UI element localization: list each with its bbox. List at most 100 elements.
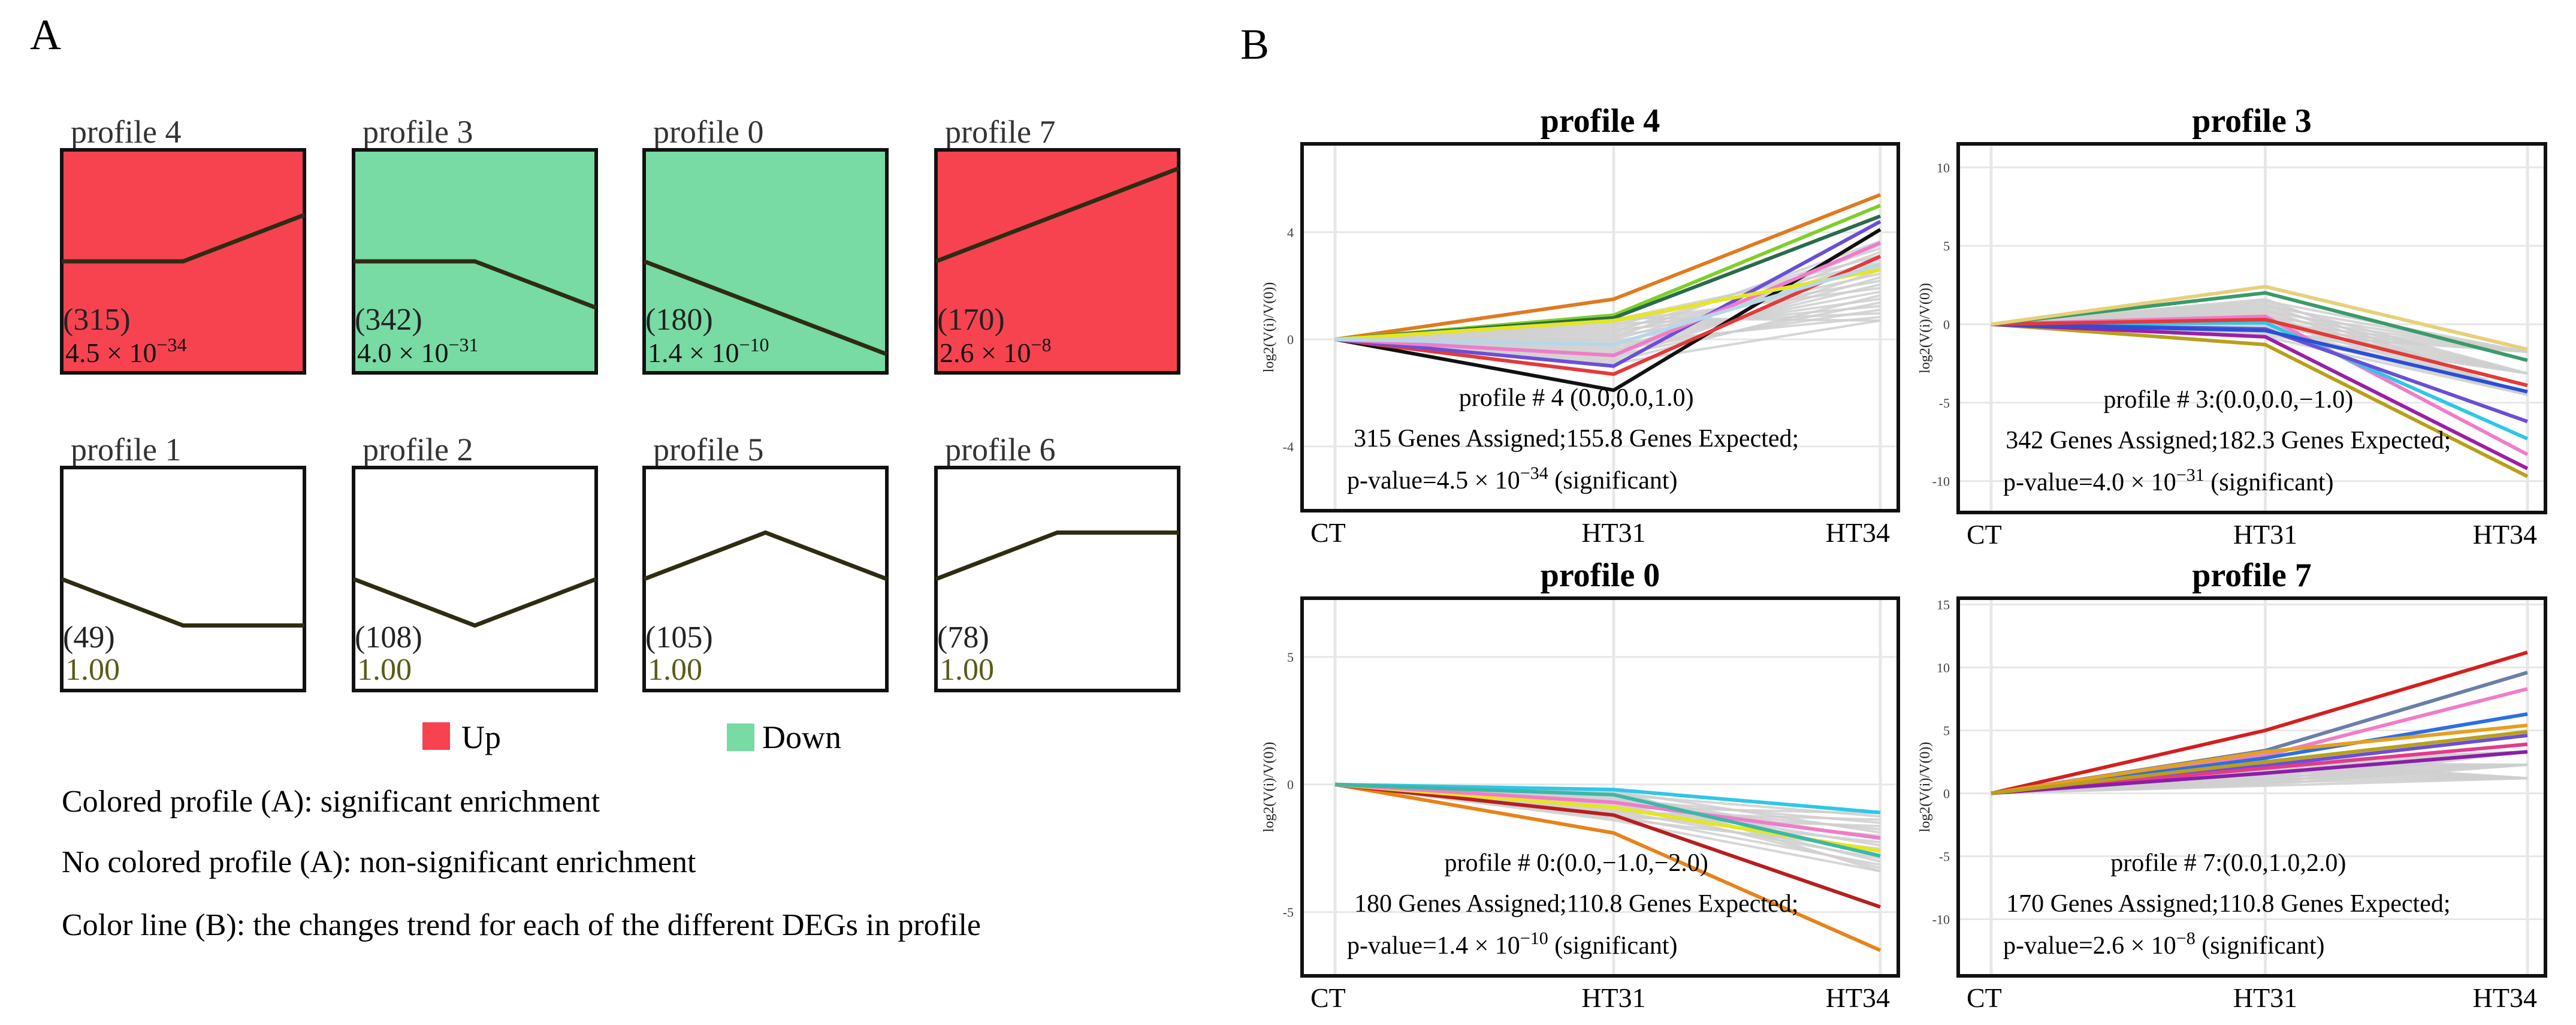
gene-trend-line — [1334, 782, 1881, 858]
profile-count: (78) — [937, 620, 989, 655]
profile-line — [935, 166, 1180, 264]
y-tick-label: -4 — [1283, 439, 1294, 454]
profile-count: (105) — [645, 620, 713, 655]
gene-trend-line — [1334, 263, 1881, 347]
y-tick-label: 4 — [1287, 225, 1294, 240]
gene-trend-line — [1334, 193, 1882, 342]
gene-trend-line — [1334, 782, 1881, 840]
chart-title: profile 7 — [2192, 557, 2312, 594]
x-tick-label: HT34 — [1826, 982, 1890, 1013]
profile-count: (49) — [63, 620, 115, 655]
profile-frame — [352, 466, 598, 692]
profile-pvalue: 1.00 — [357, 653, 412, 687]
notes: Colored profile (A): significant enrichm… — [62, 785, 981, 942]
annotation-pvalue: p-value=2.6 × 10−8 (significant) — [2003, 928, 2325, 960]
panel-b-charts: profile 4 -4 0 4 log2(V(i)/V(0)) CT HT31 HT34 pr… — [1261, 103, 2547, 1013]
profile-line — [352, 577, 597, 628]
annotation-profile: profile # 0:(0.0,−1.0,−2.0) — [1444, 849, 1708, 877]
annotation-profile: profile # 3:(0.0,0.0,−1.0) — [2103, 386, 2353, 414]
annotation-pvalue-exponent: −31 — [2176, 465, 2204, 485]
profile-pvalue: 1.00 — [648, 653, 702, 687]
annotation-pvalue-exponent: −34 — [1520, 463, 1548, 483]
profile-frame — [60, 466, 306, 692]
y-tick-label: 0 — [1287, 777, 1294, 792]
profile-title: profile 7 — [945, 114, 1055, 150]
gene-trend-line — [1991, 750, 2528, 795]
legend-up-label: Up — [461, 719, 501, 755]
profile-count: (108) — [355, 620, 422, 655]
profile-pvalue-exponent: −8 — [1031, 334, 1051, 355]
y-tick-label: 5 — [1943, 239, 1950, 254]
annotation-profile: profile # 4 (0.0,0.0,1.0) — [1459, 384, 1694, 412]
note-non-significant: No colored profile (A): non-significant … — [62, 845, 696, 879]
profile-frame — [934, 466, 1180, 692]
gene-trend-line — [1334, 782, 1881, 909]
y-tick-label: -5 — [1939, 849, 1950, 864]
panel-a-profiles: profile 4 (315)4.5 × 10−34 profile 3 (342) 4… — [60, 114, 1180, 692]
gene-trend-line — [1991, 322, 2529, 478]
gene-trend-line — [1991, 650, 2528, 795]
y-tick-label: 5 — [1287, 650, 1294, 665]
gene-trend-line — [1991, 322, 2528, 394]
profile-box: profile 1 (49)1.00 — [60, 432, 306, 692]
y-tick-label: -5 — [1283, 905, 1294, 920]
y-tick-label: 0 — [1943, 786, 1950, 801]
gene-trend-line — [1991, 291, 2528, 363]
gene-trend-line — [1991, 322, 2529, 471]
y-tick-label: -5 — [1939, 396, 1950, 411]
annotation-genes: 170 Genes Assigned;110.8 Genes Expected; — [2006, 890, 2450, 918]
profile-title: profile 3 — [363, 114, 473, 150]
annotation-genes: 180 Genes Assigned;110.8 Genes Expected; — [1354, 890, 1798, 918]
y-tick-label: 10 — [1937, 661, 1950, 676]
chart-title: profile 3 — [2192, 103, 2312, 140]
profile-line — [354, 259, 597, 310]
x-tick-label: CT — [1967, 519, 2002, 550]
y-tick-label: 0 — [1943, 317, 1950, 332]
x-tick-label: HT31 — [2233, 982, 2297, 1013]
x-tick-label: CT — [1967, 982, 2002, 1013]
x-tick-label: HT31 — [1581, 982, 1645, 1013]
annotation-significance: (significant) — [2196, 932, 2325, 960]
profile-box: profile 3(342)4.0 × 10−31 — [352, 114, 598, 375]
profile-frame — [934, 148, 1180, 375]
note-significant: Colored profile (A): significant enrichm… — [62, 785, 600, 819]
legend: Up Down — [422, 719, 841, 755]
profile-title: profile 0 — [653, 114, 763, 150]
annotation-pvalue: p-value=4.5 × 10−34 (significant) — [1347, 463, 1678, 495]
profile-pvalue-exponent: −34 — [156, 334, 186, 355]
annotation-genes: 315 Genes Assigned;155.8 Genes Expected; — [1354, 425, 1799, 453]
chart-title: profile 4 — [1541, 103, 1660, 140]
x-tick-label: HT31 — [1581, 517, 1645, 548]
annotation-significance: (significant) — [1548, 932, 1678, 960]
annotation-genes: 342 Genes Assigned;182.3 Genes Expected; — [2006, 427, 2451, 454]
profile-pvalue-exponent: −31 — [448, 334, 478, 355]
y-tick-label: 10 — [1937, 160, 1950, 175]
profile-title: profile 4 — [71, 114, 181, 150]
profile-line — [643, 530, 888, 581]
annotation-significance: (significant) — [1548, 467, 1678, 495]
profile-line — [643, 259, 888, 357]
profile-box: profile 0(180)1.4 × 10−10 — [642, 114, 889, 375]
y-axis-label: log2(V(i)/V(0)) — [1261, 282, 1277, 373]
y-axis-label: log2(V(i)/V(0)) — [1261, 742, 1277, 833]
gene-trend-line — [1991, 285, 2528, 351]
profile-pvalue: 1.00 — [940, 653, 994, 687]
annotation-profile: profile # 7:(0.0,1.0,2.0) — [2110, 849, 2346, 877]
chart-frame — [1956, 142, 2547, 514]
profile-box: profile 7(170)2.6 × 10−8 — [934, 114, 1180, 375]
profile-pvalue-exponent: −10 — [739, 334, 769, 355]
legend-up-swatch — [422, 722, 450, 750]
trend-chart: profile 4 -4 0 4 log2(V(i)/V(0)) CT HT31 HT34 pr… — [1261, 103, 1900, 548]
x-tick-label: HT34 — [2473, 519, 2537, 550]
chart-title: profile 0 — [1541, 557, 1660, 594]
panel-a-label: A — [30, 11, 61, 59]
profile-frame — [642, 466, 889, 692]
y-tick-label: 0 — [1287, 332, 1294, 347]
gene-trend-line — [1334, 241, 1882, 357]
annotation-pvalue-exponent: −8 — [2176, 928, 2196, 948]
profile-title: profile 5 — [653, 432, 763, 468]
gene-trend-line — [1334, 268, 1881, 342]
x-tick-label: CT — [1310, 982, 1346, 1013]
legend-down-swatch — [727, 723, 754, 751]
profile-count: (170) — [937, 303, 1005, 337]
